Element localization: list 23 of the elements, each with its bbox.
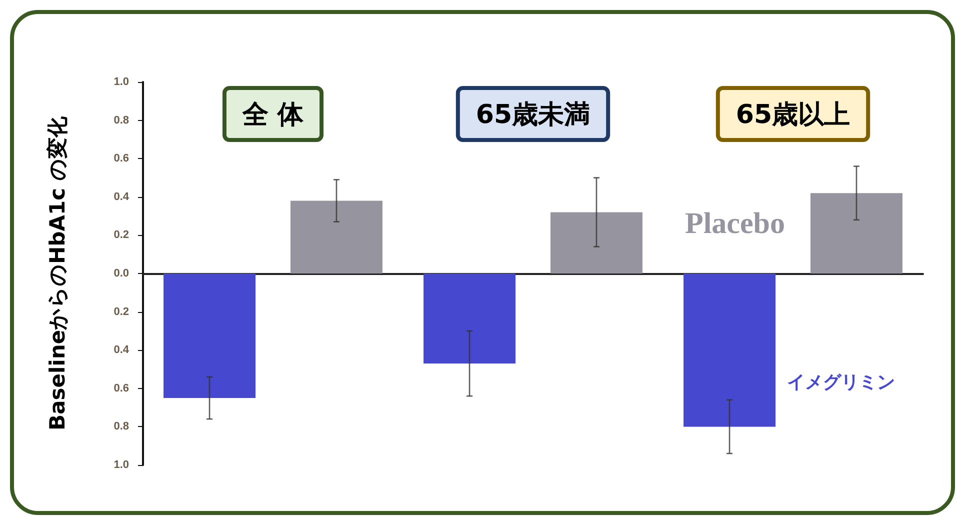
bar bbox=[164, 274, 256, 398]
y-tick-label: 0.8 bbox=[114, 114, 129, 126]
bar bbox=[684, 274, 776, 427]
y-tick-label: 0.4 bbox=[114, 190, 130, 203]
bar bbox=[424, 274, 516, 364]
bar bbox=[550, 212, 642, 274]
bar bbox=[810, 193, 902, 274]
series-label: Placebo bbox=[685, 207, 785, 240]
y-tick-label: 0.6 bbox=[114, 382, 129, 394]
y-axis-title: BaselineからのHbA1c の変化 bbox=[46, 116, 70, 430]
y-tick-label: 0.0 bbox=[114, 268, 129, 280]
x-tick-label: 65歳未満 bbox=[476, 100, 590, 130]
bar bbox=[290, 200, 382, 274]
y-tick-label: 0.6 bbox=[114, 152, 129, 165]
x-tick-label: 65歳以上 bbox=[736, 100, 850, 130]
y-tick-label: 0.4 bbox=[114, 344, 130, 356]
x-tick-label: 全 体 bbox=[241, 100, 305, 130]
y-tick-label: 1.0 bbox=[114, 76, 129, 88]
series-label: イメグリミン bbox=[787, 372, 895, 394]
y-tick-label: 1.0 bbox=[114, 459, 129, 471]
y-tick-label: 0.2 bbox=[114, 229, 129, 242]
y-tick-label: 0.8 bbox=[114, 420, 129, 433]
y-tick-label: 0.2 bbox=[114, 306, 129, 318]
